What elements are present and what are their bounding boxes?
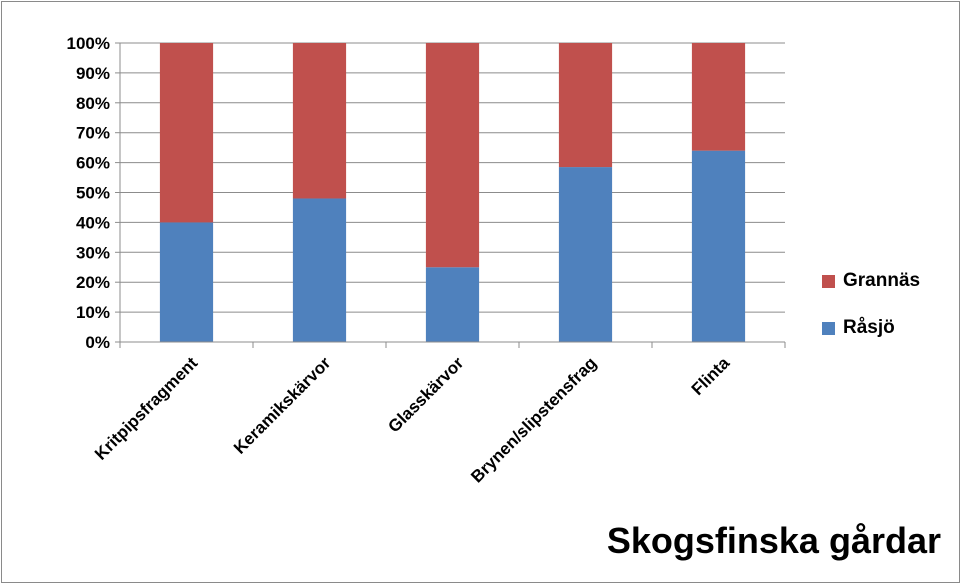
y-tick-label: 100% [67, 34, 110, 53]
x-category-label: Brynen/slipstensfrag [467, 353, 600, 486]
bar-segment-rasjo [691, 150, 746, 342]
y-tick-label: 0% [85, 333, 110, 352]
legend-label-grannas: Grannäs [843, 270, 921, 291]
y-tick-label: 20% [76, 273, 110, 292]
bars [159, 43, 746, 342]
y-tick-labels: 0% 10% 20% 30% 40% 50% 60% 70% 80% 90% 100% [67, 34, 110, 352]
bar-segment-rasjo [159, 222, 214, 342]
y-tick-label: 70% [76, 124, 110, 143]
bar-segment-grannas [425, 43, 480, 268]
legend-label-rasjo: Råsjö [843, 317, 895, 338]
y-tick-label: 50% [76, 184, 110, 203]
legend-item-grannas: Grannäs [822, 270, 920, 292]
x-category-labels: Kritpipsfragment Keramikskärvor Glasskärvo… [91, 353, 734, 486]
bar-segment-grannas [292, 43, 347, 199]
bar-segment-rasjo [425, 267, 480, 342]
x-category-label: Kritpipsfragment [91, 353, 202, 464]
legend-item-rasjo: Råsjö [822, 317, 920, 339]
bar-segment-grannas [558, 43, 613, 168]
y-tick-label: 80% [76, 94, 110, 113]
y-tick-label: 60% [76, 154, 110, 173]
chart-caption: Skogsfinska gårdar [606, 520, 941, 561]
y-tick-label: 30% [76, 243, 110, 262]
legend-swatch-rasjo [822, 321, 835, 335]
legend: Grannäs Råsjö [822, 270, 920, 364]
bar-segment-grannas [159, 43, 214, 223]
x-category-label: Glasskärvor [384, 353, 467, 436]
bar-segment-grannas [691, 43, 746, 151]
y-tick-label: 40% [76, 213, 110, 232]
x-category-label: Flinta [688, 353, 734, 399]
legend-swatch-grannas [822, 274, 835, 288]
bar-segment-rasjo [558, 167, 613, 342]
y-tick-label: 10% [76, 303, 110, 322]
y-tick-label: 90% [76, 64, 110, 83]
axes [119, 43, 786, 348]
bar-segment-rasjo [292, 198, 347, 342]
x-category-label: Keramikskärvor [230, 353, 335, 458]
